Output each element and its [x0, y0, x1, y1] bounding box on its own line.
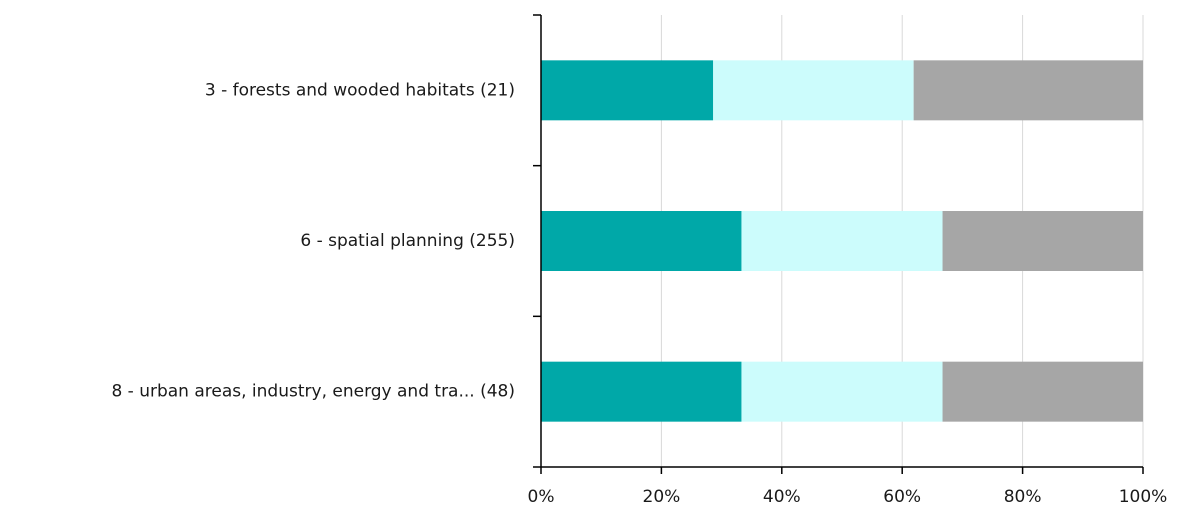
category-label: 3 - forests and wooded habitats (21) [205, 80, 515, 100]
bar-segment-series3-cat3 [942, 361, 1143, 422]
bar-segment-series3-cat2 [942, 211, 1143, 271]
bar-segment-series3-cat1 [913, 60, 1143, 121]
bar-segment-series2-cat1 [713, 60, 914, 121]
bar-segment-series2-cat3 [741, 361, 943, 422]
axes [533, 14, 1144, 474]
bar-segment-series1-cat2 [541, 211, 742, 271]
category-label: 6 - spatial planning (255) [300, 231, 515, 251]
labels: 3 - forests and wooded habitats (21) 6 - … [111, 80, 1167, 507]
bar-segment-series1-cat1 [541, 60, 714, 121]
x-tick-label: 0% [528, 487, 555, 507]
x-tick-label: 60% [883, 487, 921, 507]
x-tick-label: 100% [1119, 487, 1168, 507]
x-tick-label: 20% [643, 487, 681, 507]
bars [541, 60, 1143, 422]
bar-segment-series1-cat3 [541, 361, 742, 422]
x-tick-label: 40% [763, 487, 801, 507]
x-tick-label: 80% [1004, 487, 1042, 507]
category-label: 8 - urban areas, industry, energy and tr… [111, 382, 515, 402]
bar-segment-series2-cat2 [741, 211, 943, 271]
